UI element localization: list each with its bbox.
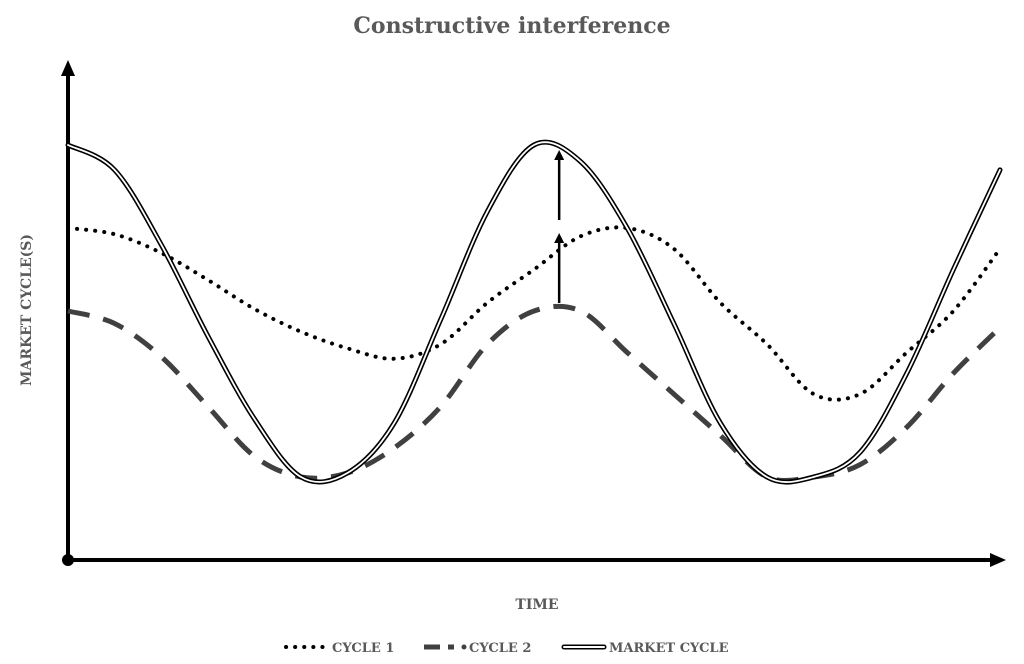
legend: CYCLE 1 CYCLE 2 MARKET CYCLE: [284, 641, 729, 656]
series-layer: [65, 139, 1003, 485]
legend-item-cycle-2: CYCLE 2: [424, 641, 531, 656]
series-market-cycle-inner-line: [67, 141, 1001, 483]
x-axis-label: TIME: [515, 597, 558, 613]
series-cycle-1-line: [66, 225, 1002, 402]
origin-dot: [62, 554, 74, 566]
axes: [61, 60, 1006, 567]
x-axis-arrow-icon: [990, 553, 1006, 567]
legend-dot-cycle-2: [461, 644, 467, 650]
legend-label-market-cycle: MARKET CYCLE: [609, 641, 729, 656]
y-axis-arrow-icon: [61, 60, 75, 76]
legend-item-cycle-1: CYCLE 1: [284, 641, 394, 656]
legend-item-market-cycle: MARKET CYCLE: [561, 641, 729, 656]
series-cycle-2-line: [67, 303, 1002, 484]
y-axis-label: MARKET CYCLE(S): [19, 234, 35, 386]
legend-label-cycle-2: CYCLE 2: [469, 641, 531, 656]
legend-label-cycle-1: CYCLE 1: [332, 641, 394, 656]
chart-title: Constructive interference: [353, 13, 670, 39]
